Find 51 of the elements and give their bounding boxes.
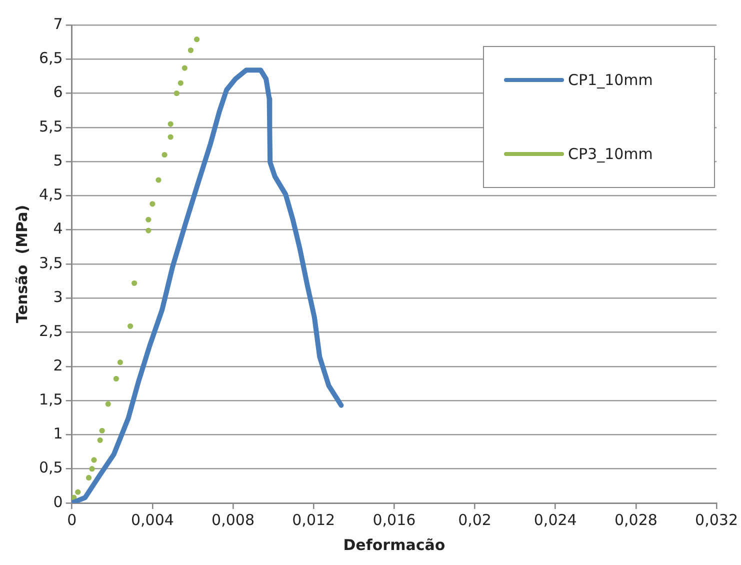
y-tick-label: 1 [53,424,63,443]
y-tick-label: 0 [53,492,63,511]
x-tick-label: 0,032 [695,510,738,529]
point [99,428,105,434]
x-tick-label: 0,008 [212,510,254,529]
x-tick-label: 0,024 [534,510,577,529]
x-tick-label: 0,012 [292,510,336,529]
point [91,457,97,463]
y-tick-label: 6,5 [38,49,63,68]
point [188,47,194,54]
point [178,80,184,86]
point [113,376,119,382]
point [162,152,168,158]
legend-label: CP3_10mm [568,145,653,163]
point [132,280,138,286]
point [127,323,134,329]
y-tick-label: 2,5 [38,322,63,340]
point [156,177,162,183]
x-tick-label: 0,02 [458,510,492,529]
y-tick-label: 5 [53,151,63,170]
legend-label: CP1_10mm [568,71,653,89]
y-tick-label: 6 [53,83,63,102]
y-tick-label: 2 [53,356,63,374]
point [117,360,124,366]
y-tick-label: 5,5 [38,117,63,136]
y-tick-label: 3 [53,288,63,306]
x-axis-title: Deformacão [343,536,446,554]
y-tick-label: 4 [53,220,63,238]
point [194,36,200,42]
y-tick-label: 4,5 [38,186,63,204]
point [168,134,174,140]
y-tick-label: 3,5 [38,254,63,272]
y-axis-title: Tensão (MPa) [12,204,31,324]
point [168,121,174,127]
x-tick-label: 0,028 [614,510,658,529]
point [146,216,152,222]
point [75,489,81,495]
y-tick-label: 1,5 [38,390,63,408]
point [146,228,152,234]
point [174,90,180,96]
point [105,401,111,407]
point [86,474,92,481]
x-tick-label: 0,016 [372,510,416,529]
y-tick-label: 0,5 [38,458,63,477]
point [97,437,103,443]
point [182,65,188,71]
y-tick-label: 7 [53,14,63,33]
x-tick-label: 0,004 [130,510,174,529]
point [150,201,156,207]
x-tick-label: 0 [67,510,77,529]
point [89,466,95,472]
